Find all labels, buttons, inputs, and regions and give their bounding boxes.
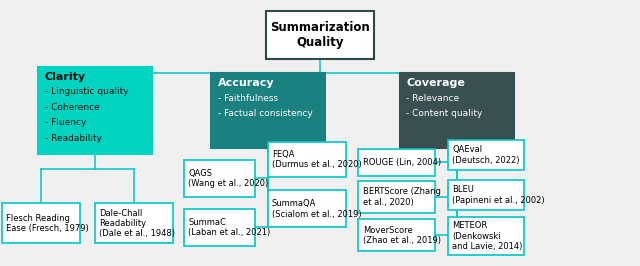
FancyBboxPatch shape bbox=[358, 181, 435, 213]
Text: Clarity: Clarity bbox=[45, 72, 86, 82]
Text: BLEU
(Papineni et al., 2002): BLEU (Papineni et al., 2002) bbox=[452, 185, 545, 205]
FancyBboxPatch shape bbox=[448, 180, 524, 210]
FancyBboxPatch shape bbox=[266, 11, 374, 59]
FancyBboxPatch shape bbox=[400, 73, 514, 148]
Text: - Fluency: - Fluency bbox=[45, 118, 86, 127]
Text: - Relevance: - Relevance bbox=[406, 94, 460, 103]
FancyBboxPatch shape bbox=[448, 140, 524, 170]
Text: SummaC
(Laban et al., 2021): SummaC (Laban et al., 2021) bbox=[188, 218, 271, 237]
Text: QAEval
(Deutsch, 2022): QAEval (Deutsch, 2022) bbox=[452, 145, 520, 165]
FancyBboxPatch shape bbox=[358, 149, 435, 176]
Text: - Coherence: - Coherence bbox=[45, 103, 100, 112]
FancyBboxPatch shape bbox=[358, 219, 435, 251]
FancyBboxPatch shape bbox=[268, 190, 346, 227]
Text: - Content quality: - Content quality bbox=[406, 109, 483, 118]
Text: METEOR
(Denkowski
and Lavie, 2014): METEOR (Denkowski and Lavie, 2014) bbox=[452, 221, 523, 251]
Text: ROUGE (Lin, 2004): ROUGE (Lin, 2004) bbox=[363, 158, 441, 167]
Text: FEQA
(Durmus et al., 2020): FEQA (Durmus et al., 2020) bbox=[272, 150, 362, 169]
Text: Accuracy: Accuracy bbox=[218, 78, 274, 89]
FancyBboxPatch shape bbox=[184, 160, 255, 197]
Text: Coverage: Coverage bbox=[406, 78, 465, 89]
FancyBboxPatch shape bbox=[95, 203, 173, 243]
Text: Flesch Reading
Ease (Fresch, 1979): Flesch Reading Ease (Fresch, 1979) bbox=[6, 214, 89, 233]
FancyBboxPatch shape bbox=[448, 217, 524, 255]
Text: SummaQA
(Scialom et al., 2019): SummaQA (Scialom et al., 2019) bbox=[272, 199, 362, 218]
Text: QAGS
(Wang et al., 2020): QAGS (Wang et al., 2020) bbox=[188, 169, 268, 188]
FancyBboxPatch shape bbox=[2, 203, 80, 243]
FancyBboxPatch shape bbox=[211, 73, 325, 148]
Text: BERTScore (Zhang
et al., 2020): BERTScore (Zhang et al., 2020) bbox=[363, 187, 441, 206]
Text: Dale-Chall
Readability
(Dale et al., 1948): Dale-Chall Readability (Dale et al., 194… bbox=[99, 209, 175, 238]
FancyBboxPatch shape bbox=[268, 142, 346, 177]
Text: Summarization
Quality: Summarization Quality bbox=[270, 20, 370, 49]
Text: - Faithfulness: - Faithfulness bbox=[218, 94, 278, 103]
Text: - Linguistic quality: - Linguistic quality bbox=[45, 87, 129, 96]
Text: MoverScore
(Zhao et al., 2019): MoverScore (Zhao et al., 2019) bbox=[363, 226, 441, 245]
Text: - Factual consistency: - Factual consistency bbox=[218, 109, 312, 118]
FancyBboxPatch shape bbox=[184, 209, 255, 246]
Text: - Readability: - Readability bbox=[45, 134, 102, 143]
FancyBboxPatch shape bbox=[38, 66, 152, 154]
